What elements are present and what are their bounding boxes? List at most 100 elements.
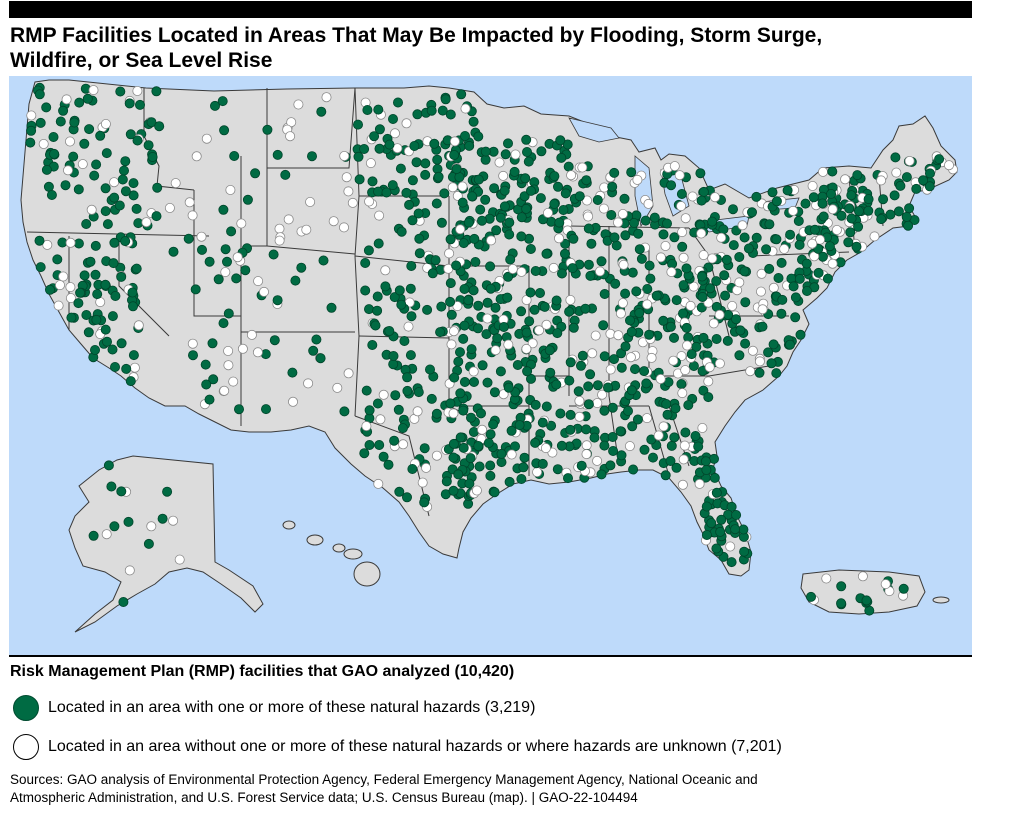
hazard-facility-marker	[563, 161, 574, 172]
hazard-facility-marker	[794, 239, 805, 250]
hazard-facility-marker	[204, 256, 215, 267]
hazard-facility-marker	[397, 423, 408, 434]
hazard-facility-marker	[468, 376, 479, 387]
hazard-facility-marker	[773, 272, 784, 283]
hazard-facility-marker	[499, 185, 510, 196]
hazard-facility-marker	[734, 350, 745, 361]
no-hazard-facility-marker	[642, 299, 653, 310]
hazard-facility-marker	[468, 116, 479, 127]
hazard-facility-marker	[68, 151, 79, 162]
no-hazard-facility-marker	[708, 318, 719, 329]
hazard-facility-marker	[536, 146, 547, 157]
no-hazard-facility-marker	[707, 253, 718, 264]
hazard-facility-marker	[598, 320, 609, 331]
hazard-facility-marker	[564, 375, 575, 386]
hazard-facility-marker	[482, 297, 493, 308]
hazard-facility-marker	[387, 114, 398, 125]
no-hazard-facility-marker	[184, 197, 195, 208]
hazard-facility-marker	[431, 408, 442, 419]
hazard-facility-marker	[751, 232, 762, 243]
hazard-facility-marker	[500, 149, 511, 160]
hazard-facility-marker	[79, 270, 90, 281]
no-hazard-facility-marker	[447, 182, 458, 193]
hazard-facility-marker	[315, 353, 326, 364]
hazard-facility-marker	[437, 105, 448, 116]
no-hazard-facility-marker	[421, 462, 432, 473]
hazard-facility-marker	[420, 169, 431, 180]
hazard-facility-marker	[378, 451, 389, 462]
title-line-2: Wildfire, or Sea Level Rise	[10, 49, 273, 72]
hazard-facility-marker	[555, 408, 566, 419]
facility-markers	[25, 82, 959, 616]
hazard-facility-marker	[483, 437, 494, 448]
hazard-facility-marker	[521, 327, 532, 338]
hazard-facility-marker	[84, 124, 95, 135]
legend-label-no-hazard: Located in an area without one or more o…	[48, 738, 782, 755]
hazard-facility-marker	[52, 254, 63, 265]
hazard-facility-marker	[361, 385, 372, 396]
sources-line-2: Atmospheric Administration, and U.S. For…	[10, 790, 638, 805]
hazard-facility-marker	[456, 89, 467, 100]
hazard-facility-marker	[116, 486, 127, 497]
hazard-facility-marker	[420, 158, 431, 169]
no-hazard-facility-marker	[494, 157, 505, 168]
hazard-facility-marker	[168, 246, 179, 257]
hazard-facility-marker	[464, 140, 475, 151]
hazard-facility-marker	[485, 470, 496, 481]
hazard-facility-marker	[453, 469, 464, 480]
hazard-facility-marker	[730, 524, 741, 535]
no-hazard-facility-marker	[343, 368, 354, 379]
no-hazard-facility-marker	[617, 298, 628, 309]
hazard-facility-marker	[448, 452, 459, 463]
hazard-facility-marker	[826, 189, 837, 200]
no-hazard-facility-marker	[818, 166, 829, 177]
hazard-facility-marker	[364, 405, 375, 416]
hazard-facility-marker	[360, 285, 371, 296]
hazard-facility-marker	[419, 497, 430, 508]
hazard-facility-marker	[439, 188, 450, 199]
hazard-facility-marker	[576, 360, 587, 371]
no-hazard-facility-marker	[725, 541, 736, 552]
hazard-facility-marker	[626, 326, 637, 337]
hazard-facility-marker	[353, 151, 364, 162]
hazard-facility-marker	[352, 119, 363, 130]
no-hazard-facility-marker	[597, 389, 608, 400]
hazard-facility-marker	[567, 263, 578, 274]
no-hazard-facility-marker	[220, 267, 231, 278]
hazard-facility-marker	[457, 197, 468, 208]
no-hazard-facility-marker	[668, 355, 679, 366]
hazard-facility-marker	[551, 379, 562, 390]
hazard-facility-marker	[715, 526, 726, 537]
hazard-facility-marker	[516, 306, 527, 317]
hazard-facility-marker	[373, 238, 384, 249]
hazard-facility-marker	[599, 351, 610, 362]
hazard-facility-marker	[480, 146, 491, 157]
no-hazard-facility-marker	[332, 382, 343, 393]
no-hazard-facility-marker	[618, 259, 629, 270]
no-hazard-facility-marker	[444, 248, 455, 259]
no-hazard-facility-marker	[754, 356, 765, 367]
hazard-facility-marker	[151, 86, 162, 97]
hazard-facility-marker	[128, 350, 139, 361]
hazard-facility-marker	[558, 204, 569, 215]
no-hazard-facility-marker	[680, 213, 691, 224]
hazard-facility-marker	[669, 232, 680, 243]
hazard-facility-marker	[627, 421, 638, 432]
hazard-facility-marker	[491, 225, 502, 236]
no-hazard-facility-marker	[26, 110, 37, 121]
sources-note: Sources: GAO analysis of Environmental P…	[10, 771, 1010, 807]
hazard-facility-marker	[231, 273, 242, 284]
no-hazard-facility-marker	[658, 421, 669, 432]
hazard-facility-marker	[449, 150, 460, 161]
hazard-facility-marker	[519, 452, 530, 463]
hazard-facility-marker	[629, 217, 640, 228]
hazard-facility-marker	[135, 99, 146, 110]
hazard-facility-marker	[719, 270, 730, 281]
hazard-facility-marker	[649, 212, 660, 223]
no-hazard-facility-marker	[258, 286, 269, 297]
no-hazard-facility-marker	[65, 237, 76, 248]
no-hazard-facility-marker	[598, 203, 609, 214]
no-hazard-facility-marker	[486, 235, 497, 246]
hazard-facility-marker	[502, 138, 513, 149]
no-hazard-facility-marker	[613, 330, 624, 341]
